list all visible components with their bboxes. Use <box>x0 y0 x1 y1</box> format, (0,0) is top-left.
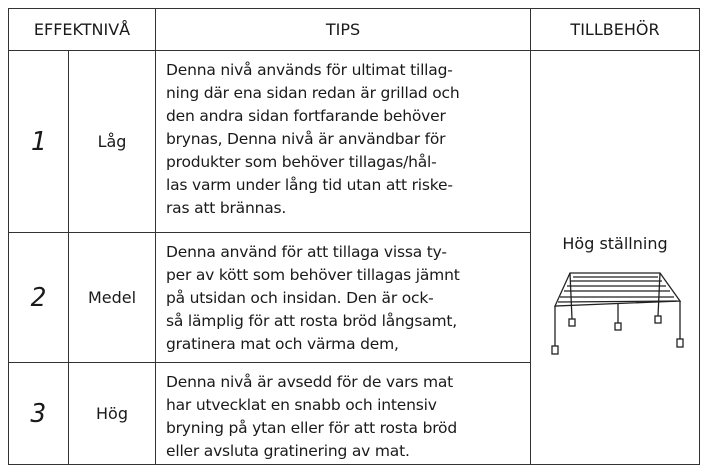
tips-line: bryning på ytan eller för att rosta bröd <box>166 419 457 437</box>
accessory-cell: Hög ställning <box>530 50 700 465</box>
tips-line: eller avsluta gratinering av mat. <box>166 442 410 460</box>
tips-line: Denna använd för att tillaga vissa ty- <box>166 243 447 261</box>
header-level: EFFEKTNIVÅ <box>8 8 156 51</box>
level-digit: 1 <box>8 50 69 233</box>
header-tips: TIPS <box>155 8 531 51</box>
tips-line: las varm under lång tid utan att riske- <box>166 176 453 194</box>
accessory-label: Hög ställning <box>562 234 668 253</box>
tips-line: den andra sidan fortfarande behöver <box>166 107 446 125</box>
tips-line: ning där ena sidan redan är grillad och <box>166 84 460 102</box>
tips-line: ras att brännas. <box>166 199 287 217</box>
header-accessory: TILLBEHÖR <box>530 8 700 51</box>
level-digit: 3 <box>8 362 69 465</box>
level-digit: 2 <box>8 232 69 363</box>
tips-line: gratinera mat och värma dem, <box>166 335 399 353</box>
tips-line: har utvecklat en snabb och intensiv <box>166 396 437 414</box>
tips-line: Denna nivå är avsedd för de vars mat <box>166 373 454 391</box>
tips-line: brynas, Denna nivå är användbar för <box>166 130 446 148</box>
tips-line: per av kött som behöver tillagas jämnt <box>166 266 460 284</box>
tips-cell: Denna nivå är avsedd för de vars mat har… <box>155 362 531 465</box>
tips-line: på utsidan och insidan. Den är ock- <box>166 289 434 307</box>
rack-icon <box>551 272 684 355</box>
tips-line: Denna nivå används för ultimat tillag- <box>166 61 453 79</box>
tips-cell: Denna använd för att tillaga vissa ty- p… <box>155 232 531 363</box>
level-label: Låg <box>68 50 156 233</box>
level-label: Medel <box>68 232 156 363</box>
level-label: Hög <box>68 362 156 465</box>
tips-cell: Denna nivå används för ultimat tillag- n… <box>155 50 531 233</box>
tips-line: produkter som behöver tillagas/hål- <box>166 153 437 171</box>
tips-line: så lämplig för att rosta bröd långsamt, <box>166 312 457 330</box>
